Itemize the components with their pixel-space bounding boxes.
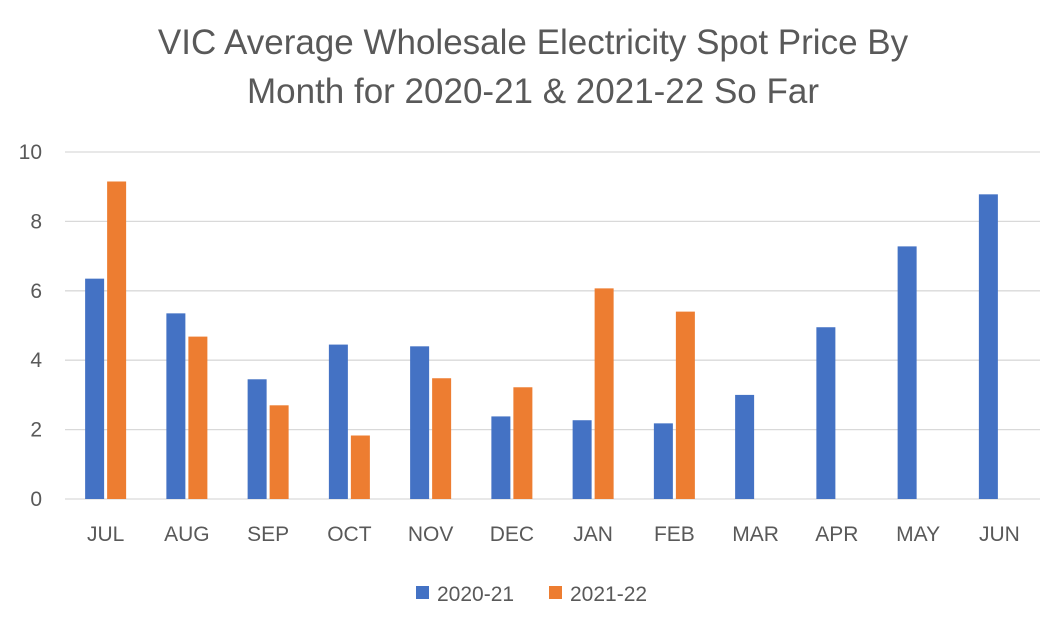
bar-2020-21-feb xyxy=(653,423,673,499)
y-tick-label: 8 xyxy=(30,210,42,233)
y-tick-label: 2 xyxy=(30,419,42,442)
x-axis-category-labels: JUL AUG SEP OCT NOV DEC JAN FEB MAR APR MAY JUN xyxy=(87,523,1020,546)
x-category-label: DEC xyxy=(490,523,534,546)
bar-2021-22-jul xyxy=(107,181,127,499)
legend-label: 2021-22 xyxy=(570,583,647,606)
bar-2021-22-jan xyxy=(594,288,614,499)
y-tick-label: 4 xyxy=(30,349,42,372)
bar-2020-21-apr xyxy=(816,327,836,499)
bar-2020-21-sep xyxy=(247,379,267,499)
bar-2020-21-jun xyxy=(978,194,998,500)
x-category-label: NOV xyxy=(408,523,454,546)
bar-2021-22-sep xyxy=(269,405,289,499)
bars xyxy=(85,181,998,500)
x-category-label: AUG xyxy=(164,523,210,546)
gridlines xyxy=(65,151,1040,500)
legend: 2020-21 2021-22 xyxy=(416,583,647,606)
y-tick-label: 6 xyxy=(30,280,42,303)
bar-2020-21-jul xyxy=(85,278,105,499)
bar-2020-21-mar xyxy=(735,394,755,499)
bar-2021-22-feb xyxy=(675,311,695,499)
x-category-label: FEB xyxy=(654,523,695,546)
y-tick-label: 0 xyxy=(30,488,42,511)
x-category-label: SEP xyxy=(247,523,289,546)
bar-2020-21-dec xyxy=(491,416,511,499)
x-category-label: OCT xyxy=(327,523,372,546)
bar-2020-21-aug xyxy=(166,313,186,499)
bar-2021-22-aug xyxy=(188,336,208,499)
legend-swatch xyxy=(549,586,562,599)
chart-title-line-2: Month for 2020-21 & 2021-22 So Far xyxy=(247,72,819,111)
bar-2020-21-oct xyxy=(328,344,348,499)
y-axis-tick-labels: 0 2 4 6 8 10 xyxy=(19,141,43,511)
bar-2020-21-nov xyxy=(410,346,430,499)
bar-2020-21-jan xyxy=(572,420,592,499)
y-tick-label: 10 xyxy=(19,141,42,164)
x-category-label: APR xyxy=(815,523,858,546)
x-category-label: JAN xyxy=(573,523,613,546)
x-category-label: MAY xyxy=(896,523,940,546)
chart-title-line-1: VIC Average Wholesale Electricity Spot P… xyxy=(158,23,909,62)
bar-2021-22-oct xyxy=(350,435,370,499)
bar-2021-22-dec xyxy=(513,387,533,499)
x-category-label: MAR xyxy=(732,523,779,546)
legend-swatch xyxy=(416,586,429,599)
bar-2021-22-nov xyxy=(432,378,452,499)
bar-2020-21-may xyxy=(897,246,917,499)
legend-label: 2020-21 xyxy=(437,583,514,606)
x-category-label: JUL xyxy=(87,523,124,546)
x-category-label: JUN xyxy=(979,523,1020,546)
